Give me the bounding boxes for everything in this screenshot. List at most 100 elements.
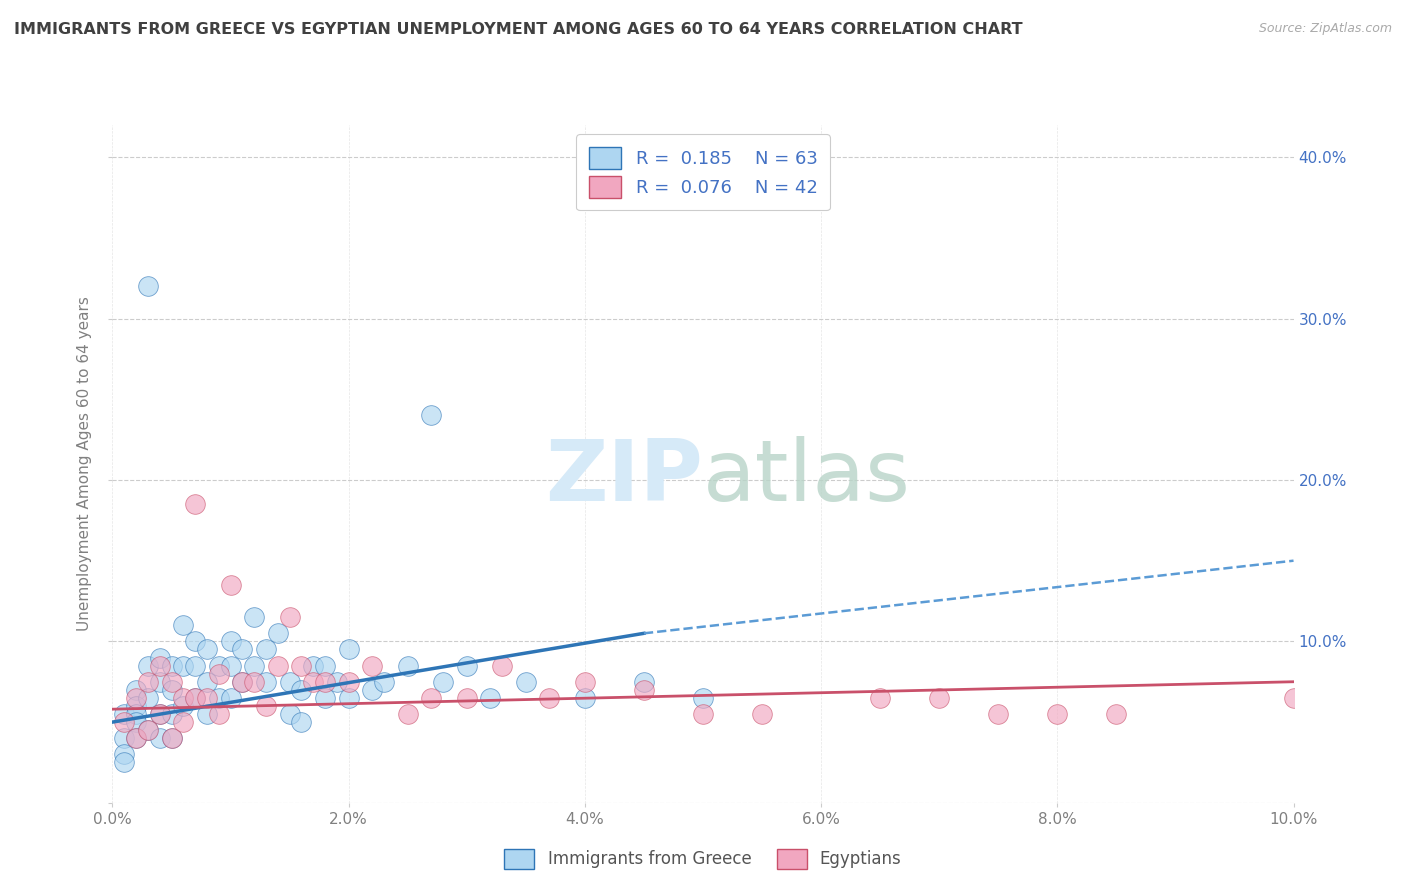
- Point: [160, 658, 183, 673]
- Text: IMMIGRANTS FROM GREECE VS EGYPTIAN UNEMPLOYMENT AMONG AGES 60 TO 64 YEARS CORREL: IMMIGRANTS FROM GREECE VS EGYPTIAN UNEMP…: [14, 22, 1022, 37]
- Point: [337, 642, 360, 657]
- Point: [172, 618, 194, 632]
- Point: [125, 731, 148, 746]
- Point: [302, 658, 325, 673]
- Point: [195, 642, 218, 657]
- Point: [267, 658, 290, 673]
- Point: [184, 634, 207, 648]
- Point: [456, 658, 478, 673]
- Point: [125, 706, 148, 721]
- Point: [432, 674, 454, 689]
- Point: [125, 698, 148, 713]
- Point: [373, 674, 395, 689]
- Point: [136, 674, 159, 689]
- Point: [869, 690, 891, 705]
- Point: [361, 658, 384, 673]
- Point: [538, 690, 561, 705]
- Point: [479, 690, 502, 705]
- Point: [112, 747, 135, 762]
- Point: [1282, 690, 1305, 705]
- Point: [160, 731, 183, 746]
- Point: [254, 642, 277, 657]
- Point: [219, 634, 242, 648]
- Point: [633, 682, 655, 697]
- Point: [136, 723, 159, 738]
- Point: [290, 682, 312, 697]
- Point: [420, 690, 443, 705]
- Point: [987, 706, 1010, 721]
- Point: [751, 706, 773, 721]
- Point: [314, 658, 336, 673]
- Point: [231, 674, 253, 689]
- Point: [160, 731, 183, 746]
- Point: [396, 658, 419, 673]
- Point: [149, 650, 172, 665]
- Point: [928, 690, 950, 705]
- Point: [254, 698, 277, 713]
- Point: [195, 674, 218, 689]
- Point: [149, 706, 172, 721]
- Point: [125, 715, 148, 730]
- Point: [290, 715, 312, 730]
- Point: [633, 674, 655, 689]
- Point: [692, 706, 714, 721]
- Point: [125, 682, 148, 697]
- Point: [396, 706, 419, 721]
- Point: [184, 658, 207, 673]
- Point: [112, 715, 135, 730]
- Point: [112, 706, 135, 721]
- Point: [172, 715, 194, 730]
- Point: [208, 706, 231, 721]
- Text: Source: ZipAtlas.com: Source: ZipAtlas.com: [1258, 22, 1392, 36]
- Point: [160, 682, 183, 697]
- Point: [112, 756, 135, 770]
- Point: [136, 723, 159, 738]
- Point: [149, 731, 172, 746]
- Point: [290, 658, 312, 673]
- Point: [208, 690, 231, 705]
- Point: [231, 674, 253, 689]
- Point: [219, 690, 242, 705]
- Point: [692, 690, 714, 705]
- Point: [1105, 706, 1128, 721]
- Point: [112, 731, 135, 746]
- Point: [515, 674, 537, 689]
- Point: [136, 658, 159, 673]
- Point: [184, 497, 207, 511]
- Point: [337, 674, 360, 689]
- Point: [243, 610, 266, 624]
- Point: [314, 690, 336, 705]
- Point: [302, 674, 325, 689]
- Point: [172, 698, 194, 713]
- Point: [278, 706, 301, 721]
- Point: [208, 666, 231, 681]
- Point: [160, 706, 183, 721]
- Text: ZIP: ZIP: [546, 436, 703, 519]
- Point: [456, 690, 478, 705]
- Point: [314, 674, 336, 689]
- Point: [267, 626, 290, 640]
- Point: [361, 682, 384, 697]
- Point: [125, 690, 148, 705]
- Point: [160, 674, 183, 689]
- Point: [149, 674, 172, 689]
- Point: [195, 690, 218, 705]
- Point: [195, 706, 218, 721]
- Point: [184, 690, 207, 705]
- Y-axis label: Unemployment Among Ages 60 to 64 years: Unemployment Among Ages 60 to 64 years: [77, 296, 93, 632]
- Point: [184, 690, 207, 705]
- Point: [574, 674, 596, 689]
- Point: [149, 658, 172, 673]
- Point: [1046, 706, 1069, 721]
- Point: [243, 658, 266, 673]
- Point: [231, 642, 253, 657]
- Point: [491, 658, 513, 673]
- Point: [326, 674, 349, 689]
- Point: [172, 658, 194, 673]
- Legend: Immigrants from Greece, Egyptians: Immigrants from Greece, Egyptians: [498, 842, 908, 876]
- Point: [136, 690, 159, 705]
- Point: [420, 409, 443, 423]
- Point: [219, 658, 242, 673]
- Point: [172, 690, 194, 705]
- Point: [574, 690, 596, 705]
